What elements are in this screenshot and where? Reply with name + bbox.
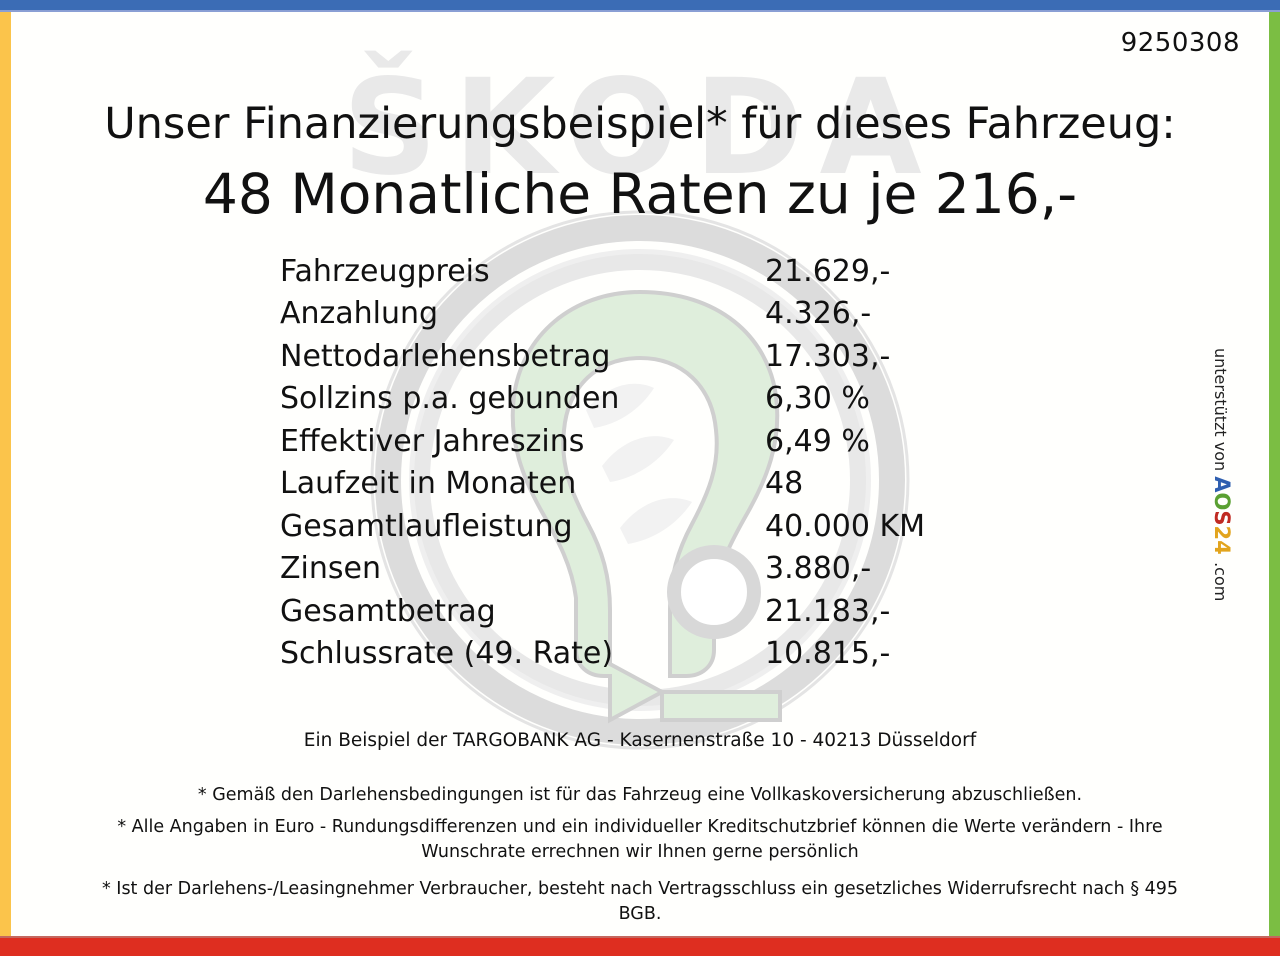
row-label: Anzahlung (280, 296, 439, 332)
row-value: 17.303,- (765, 338, 891, 374)
table-row: Laufzeit in Monaten 48 (280, 463, 980, 506)
aos24-letter-o: O (1210, 492, 1234, 511)
table-row: Gesamtbetrag 21.183,- (280, 590, 980, 633)
row-label: Nettodarlehensbetrag (280, 338, 611, 374)
row-value: 6,49 % (765, 423, 870, 459)
row-value: 21.183,- (765, 593, 891, 629)
table-row: Fahrzeugpreis 21.629,- (280, 250, 980, 293)
right-border-bar (1269, 10, 1280, 956)
row-value: 48 (765, 466, 804, 502)
bank-info-line: Ein Beispiel der TARGOBANK AG - Kasernen… (303, 730, 977, 751)
table-row: Anzahlung 4.326,- (280, 293, 980, 336)
row-value: 6,30 % (765, 381, 870, 417)
row-label: Schlussrate (49. Rate) (280, 636, 614, 672)
row-value: 4.326,- (765, 296, 872, 332)
bottom-border-bar (0, 938, 1280, 956)
disclaimer-insurance: * Gemäß den Darlehensbedingungen ist für… (197, 785, 1083, 805)
left-border-bar (0, 10, 11, 956)
row-label: Effektiver Jahreszins (280, 423, 585, 459)
row-label: Fahrzeugpreis (280, 253, 490, 289)
row-label: Laufzeit in Monaten (280, 466, 577, 502)
aos24-logo[interactable]: AOS24 (1210, 476, 1234, 562)
bottom-border-bar-accent (0, 936, 1280, 938)
headline-rate: 48 Monatliche Raten zu je 216,- (202, 162, 1078, 226)
aos24-digit-4: 4 (1210, 540, 1234, 555)
headline-primary: Unser Finanzierungsbeispiel* für dieses … (104, 99, 1176, 149)
row-value: 10.815,- (765, 636, 891, 672)
top-border-bar (0, 0, 1280, 10)
top-border-bar-accent (0, 10, 1280, 12)
disclaimer-withdrawal: * Ist der Darlehens-/Leasingnehmer Verbr… (101, 879, 1179, 924)
supported-by-label: unterstützt von (1211, 348, 1230, 472)
row-label: Gesamtlaufleistung (280, 508, 573, 544)
table-row: Gesamtlaufleistung 40.000 KM (280, 505, 980, 548)
row-value: 40.000 KM (765, 508, 926, 544)
finance-details-table: Fahrzeugpreis 21.629,- Anzahlung 4.326,-… (280, 250, 980, 675)
row-label: Sollzins p.a. gebunden (280, 381, 620, 417)
table-row: Effektiver Jahreszins 6,49 % (280, 420, 980, 463)
aos24-domain-suffix: .com (1211, 562, 1230, 602)
disclaimer-currency: * Alle Angaben in Euro - Rundungsdiffere… (117, 817, 1163, 862)
row-label: Gesamtbetrag (280, 593, 496, 629)
row-value: 3.880,- (765, 551, 872, 587)
supported-by-block: unterstützt von AOS24 .com (1210, 348, 1266, 728)
skoda-wordmark-watermark: ŠKODA (342, 51, 938, 205)
document-number: 9250308 (1120, 28, 1240, 58)
row-value: 21.629,- (765, 253, 891, 289)
aos24-letter-a: A (1210, 476, 1234, 493)
aos24-digit-2: 2 (1210, 525, 1234, 541)
row-label: Zinsen (280, 551, 382, 587)
table-row: Nettodarlehensbetrag 17.303,- (280, 335, 980, 378)
table-row: Schlussrate (49. Rate) 10.815,- (280, 633, 980, 676)
table-row: Sollzins p.a. gebunden 6,30 % (280, 378, 980, 421)
aos24-letter-s: S (1210, 510, 1234, 526)
table-row: Zinsen 3.880,- (280, 548, 980, 591)
skoda-logo-watermark (370, 210, 910, 750)
